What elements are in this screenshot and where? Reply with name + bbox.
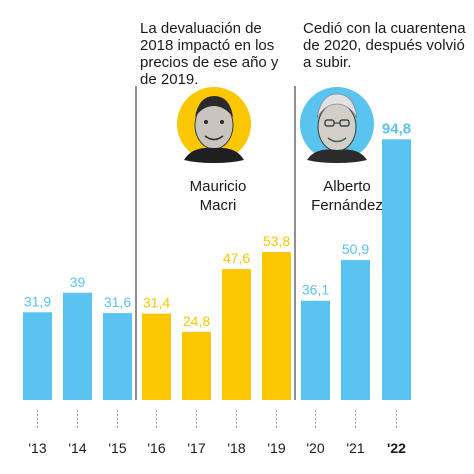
portrait-macri-hair [195, 96, 233, 117]
tick-dotted-lines [37, 410, 397, 430]
bar-6 [262, 252, 291, 400]
tick-label-1: '14 [68, 440, 86, 456]
value-label-5: 47,6 [223, 250, 250, 266]
portrait-fernandez-face [317, 102, 357, 152]
tick-label-3: '16 [147, 440, 165, 456]
annotation-fernandez: Cedió con la cuarentena de 2020, después… [303, 20, 466, 71]
portrait-fernandez [300, 87, 374, 163]
tick-label-8: '21 [346, 440, 364, 456]
bar-9 [382, 139, 411, 401]
value-label-2: 31,6 [104, 294, 131, 310]
bar-0 [23, 312, 52, 400]
person-last-name-fernandez: Fernández [311, 197, 383, 214]
portrait-macri-suit [184, 147, 244, 163]
tick-labels: '13 '14 '15 '16 '17 '18 '19 '20 '21 '22 [28, 440, 406, 456]
value-label-3: 31,4 [143, 295, 170, 311]
person-name-macri: Mauricio Macri [168, 177, 268, 215]
bar-8 [341, 260, 370, 400]
person-first-name-fernandez: Alberto [323, 178, 371, 195]
person-first-name-macri: Mauricio [189, 178, 247, 195]
bar-4 [182, 331, 211, 400]
tick-label-7: '20 [306, 440, 324, 456]
tick-label-0: '13 [28, 440, 46, 456]
bar-1 [63, 292, 92, 400]
tick-label-9: '22 [387, 440, 406, 456]
value-label-6: 53,8 [263, 233, 290, 249]
portrait-fernandez-hair [316, 93, 358, 119]
portrait-fernandez-suit [307, 149, 367, 163]
bars [23, 139, 411, 401]
value-label-7: 36,1 [302, 282, 329, 298]
annotation-macri: La devaluación de 2018 impactó en los pr… [140, 20, 279, 88]
value-label-4: 24,8 [183, 313, 210, 329]
portrait-macri [177, 87, 251, 163]
value-labels: 31,9 39 31,6 31,4 24,8 47,6 53,8 36,1 50,9 94,8 [24, 120, 411, 328]
bar-5 [222, 269, 251, 400]
person-name-fernandez: Alberto Fernández [292, 177, 402, 215]
period-dividers [135, 86, 296, 400]
value-label-1: 39 [70, 274, 86, 290]
bar-3 [142, 313, 171, 400]
tick-label-2: '15 [108, 440, 126, 456]
value-label-0: 31,9 [24, 293, 51, 309]
tick-label-4: '17 [187, 440, 205, 456]
tick-label-5: '18 [227, 440, 245, 456]
person-last-name-macri: Macri [199, 197, 237, 214]
value-label-9: 94,8 [382, 120, 411, 137]
bar-7 [301, 300, 330, 400]
tick-label-6: '19 [267, 440, 285, 456]
value-label-8: 50,9 [342, 241, 369, 257]
bar-2 [103, 313, 132, 400]
